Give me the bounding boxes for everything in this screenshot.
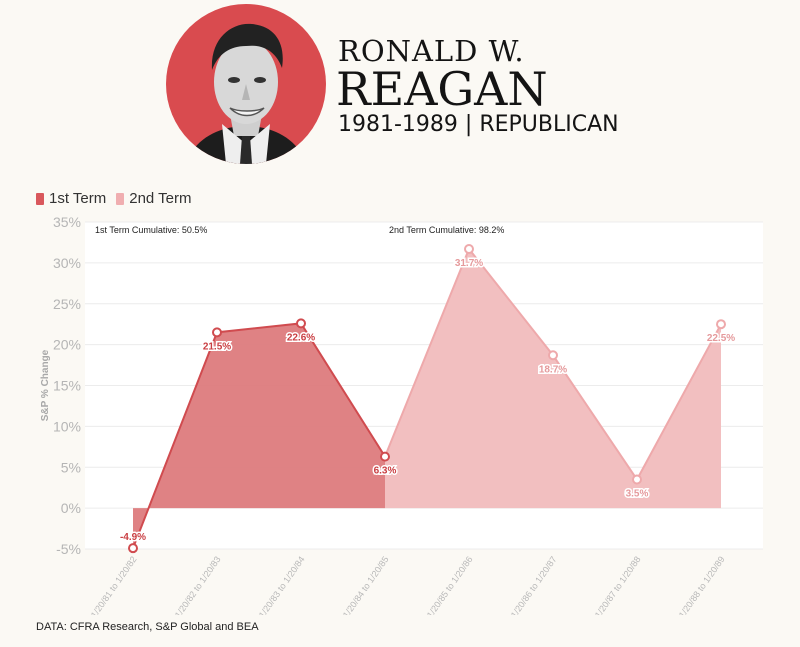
data-point (632, 474, 642, 485)
data-point (716, 319, 726, 330)
data-point (380, 451, 390, 462)
term-cumulative-annotation: 2nd Term Cumulative: 98.2% (389, 225, 504, 235)
y-axis-label: S&P % Change (40, 349, 51, 421)
data-label: 6.3% (374, 466, 397, 477)
legend-item-term1[interactable]: 1st Term (36, 190, 106, 207)
x-tick-label: 1/20/86 to 1/20/87 (509, 554, 559, 615)
y-tick-label: 35% (53, 214, 81, 230)
legend-swatch-term1 (36, 192, 44, 205)
x-tick-label: 1/20/88 to 1/20/89 (677, 554, 727, 615)
y-tick-label: 0% (61, 500, 81, 516)
x-tick-label: 1/20/83 to 1/20/84 (257, 554, 307, 615)
years-party: 1981-1989 | REPUBLICAN (338, 112, 619, 137)
y-tick-label: 5% (61, 459, 81, 475)
data-label: 3.5% (626, 489, 649, 500)
name-last: REAGAN (336, 62, 548, 116)
name-first: RONALD W. (338, 34, 525, 68)
x-tick-label: 1/20/82 to 1/20/83 (173, 554, 223, 615)
legend-swatch-term2 (116, 192, 125, 205)
data-point (128, 543, 138, 554)
term1-line (132, 322, 386, 549)
data-point (296, 318, 306, 329)
data-label: 22.6% (287, 332, 315, 343)
legend-label-term1: 1st Term (49, 190, 107, 207)
data-label: 31.7% (455, 258, 483, 269)
term1-area (133, 323, 385, 549)
y-tick-label: 15% (53, 378, 81, 394)
data-label: 18.7% (539, 364, 567, 375)
portrait-photo (166, 4, 326, 164)
x-tick-label: 1/20/81 to 1/20/82 (89, 554, 139, 615)
data-source: DATA: CFRA Research, S&P Global and BEA (36, 621, 259, 633)
y-tick-label: 10% (53, 418, 81, 434)
x-tick-label: 1/20/85 to 1/20/86 (425, 554, 475, 615)
data-label: 22.5% (707, 333, 735, 344)
y-tick-label: -5% (56, 541, 81, 557)
data-point (548, 350, 558, 361)
y-tick-label: 20% (53, 337, 81, 353)
portrait-icon (186, 23, 306, 164)
legend: 1st Term 2nd Term (36, 190, 202, 207)
y-tick-label: 25% (53, 296, 81, 312)
header: RONALD W. REAGAN 1981-1989 | REPUBLICAN (0, 0, 800, 175)
data-label: -4.9% (120, 532, 146, 543)
data-point (212, 327, 222, 338)
data-label: 21.5% (203, 341, 231, 352)
area-chart: -5% 0% 5% 10% 15% 20% 25% 30% 35% S&P % Change -4.… (40, 214, 763, 615)
legend-label-term2: 2nd Term (129, 190, 192, 207)
y-tick-label: 30% (53, 255, 81, 271)
term2-area (385, 248, 721, 509)
x-tick-label: 1/20/84 to 1/20/85 (341, 554, 391, 615)
x-tick-label: 1/20/87 to 1/20/88 (593, 554, 643, 615)
term-cumulative-annotation: 1st Term Cumulative: 50.5% (95, 225, 207, 235)
data-point (464, 243, 474, 254)
legend-item-term2[interactable]: 2nd Term (116, 190, 192, 207)
